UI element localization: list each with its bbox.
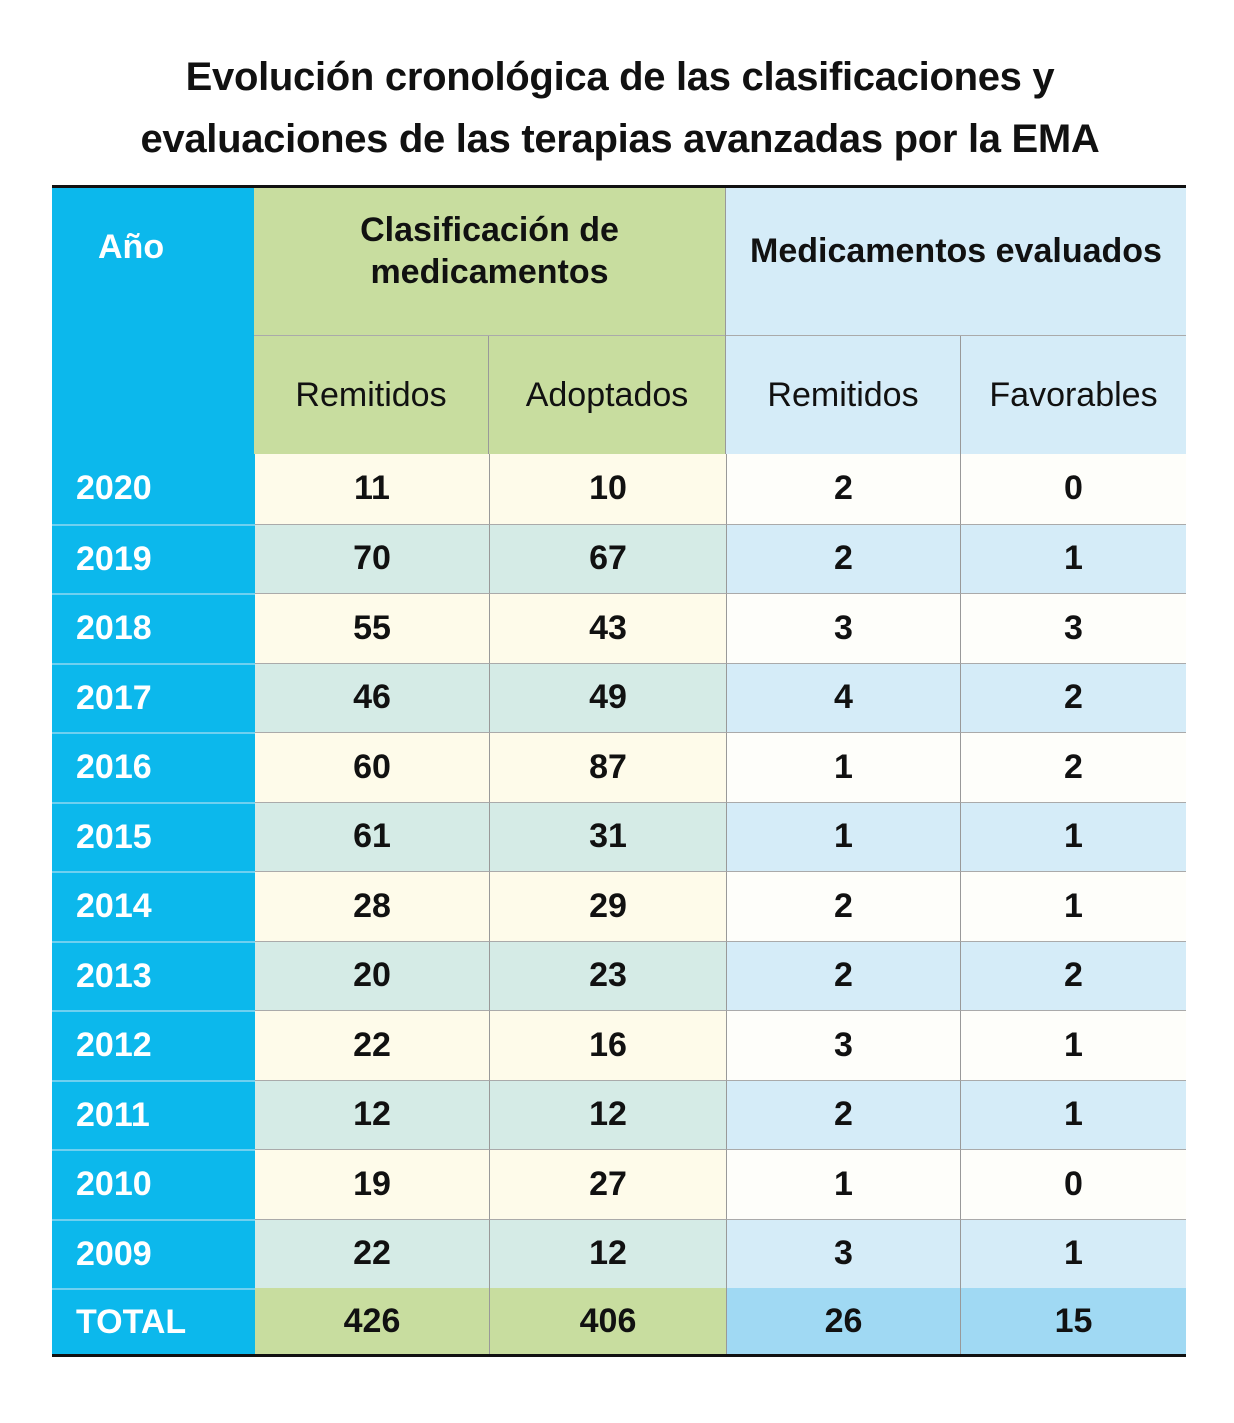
data-table: Año Clasificación de medicamentos Remiti…	[52, 185, 1186, 1357]
cell-clas-remitidos: 11	[255, 454, 489, 524]
cell-clas-adoptados: 27	[489, 1149, 726, 1219]
total-clas-remitidos: 426	[255, 1288, 489, 1354]
table-row: 2015 61 31 1 1	[52, 801, 1186, 871]
cell-clas-adoptados: 87	[489, 732, 726, 802]
year-header: Año	[52, 188, 254, 454]
cell-clas-remitidos: 55	[255, 593, 489, 663]
year-cell: 2015	[52, 801, 255, 871]
clasificacion-group: Clasificación de medicamentos Remitidos …	[254, 188, 725, 454]
cell-eval-favorables: 2	[960, 940, 1186, 1010]
cell-clas-remitidos: 20	[255, 940, 489, 1010]
total-eval-favorables: 15	[960, 1288, 1186, 1354]
cell-clas-remitidos: 61	[255, 801, 489, 871]
table-row: 2010 19 27 1 0	[52, 1149, 1186, 1219]
year-cell: 2011	[52, 1079, 255, 1149]
cell-clas-adoptados: 29	[489, 871, 726, 941]
table-row: 2011 12 12 2 1	[52, 1079, 1186, 1149]
table-row: 2020 11 10 2 0	[52, 454, 1186, 524]
table-row: 2017 46 49 4 2	[52, 662, 1186, 732]
col-header-eval-remitidos: Remitidos	[767, 375, 919, 414]
cell-eval-favorables: 3	[960, 593, 1186, 663]
cell-eval-remitidos: 2	[726, 871, 960, 941]
title-line-1: Evolución cronológica de las clasificaci…	[185, 55, 1055, 99]
year-cell: 2009	[52, 1218, 255, 1288]
year-cell: 2020	[52, 454, 255, 524]
cell-clas-adoptados: 23	[489, 940, 726, 1010]
cell-clas-adoptados: 43	[489, 593, 726, 663]
chart-title: Evolución cronológica de las clasificaci…	[0, 46, 1234, 170]
cell-eval-remitidos: 3	[726, 1218, 960, 1288]
cell-clas-remitidos: 22	[255, 1218, 489, 1288]
year-cell: 2019	[52, 523, 255, 593]
year-cell: 2013	[52, 940, 255, 1010]
cell-clas-adoptados: 31	[489, 801, 726, 871]
cell-eval-remitidos: 1	[726, 801, 960, 871]
cell-clas-adoptados: 16	[489, 1010, 726, 1080]
total-row: TOTAL 426 406 26 15	[52, 1288, 1186, 1354]
cell-eval-remitidos: 2	[726, 940, 960, 1010]
cell-clas-adoptados: 12	[489, 1218, 726, 1288]
evaluados-group-header: Medicamentos evaluados	[750, 231, 1162, 270]
cell-eval-remitidos: 3	[726, 1010, 960, 1080]
total-label: TOTAL	[52, 1288, 255, 1354]
col-header-clas-remitidos: Remitidos	[295, 375, 447, 414]
table-body: 2020 11 10 2 0 2019 70 67 2 1 2018 55 43 3 3 2017 46 49 4 2…	[52, 454, 1186, 1288]
cell-eval-remitidos: 3	[726, 593, 960, 663]
cell-eval-remitidos: 2	[726, 454, 960, 524]
cell-clas-remitidos: 22	[255, 1010, 489, 1080]
table-row: 2019 70 67 2 1	[52, 523, 1186, 593]
table-row: 2014 28 29 2 1	[52, 871, 1186, 941]
col-header-eval-favorables: Favorables	[960, 336, 1186, 454]
cell-eval-favorables: 1	[960, 1218, 1186, 1288]
cell-eval-favorables: 2	[960, 732, 1186, 802]
cell-clas-remitidos: 28	[255, 871, 489, 941]
evaluados-group: Medicamentos evaluados Remitidos Favorab…	[725, 188, 1186, 454]
year-cell: 2010	[52, 1149, 255, 1219]
table-header: Año Clasificación de medicamentos Remiti…	[52, 188, 1186, 454]
col-header-clas-adoptados: Adoptados	[488, 336, 725, 454]
cell-clas-adoptados: 49	[489, 662, 726, 732]
cell-clas-adoptados: 12	[489, 1079, 726, 1149]
clasificacion-group-header: Clasificación de medicamentos	[360, 210, 619, 291]
cell-eval-remitidos: 2	[726, 523, 960, 593]
cell-eval-remitidos: 2	[726, 1079, 960, 1149]
cell-clas-remitidos: 12	[255, 1079, 489, 1149]
cell-eval-favorables: 0	[960, 1149, 1186, 1219]
total-eval-remitidos: 26	[726, 1288, 960, 1354]
cell-eval-remitidos: 1	[726, 1149, 960, 1219]
year-cell: 2018	[52, 593, 255, 663]
cell-clas-adoptados: 67	[489, 523, 726, 593]
cell-eval-favorables: 1	[960, 801, 1186, 871]
year-cell: 2014	[52, 871, 255, 941]
cell-eval-favorables: 1	[960, 1010, 1186, 1080]
cell-clas-remitidos: 70	[255, 523, 489, 593]
cell-clas-remitidos: 60	[255, 732, 489, 802]
cell-eval-favorables: 0	[960, 454, 1186, 524]
title-line-2: evaluaciones de las terapias avanzadas p…	[140, 117, 1100, 161]
cell-eval-favorables: 1	[960, 523, 1186, 593]
cell-eval-favorables: 1	[960, 1079, 1186, 1149]
cell-eval-favorables: 2	[960, 662, 1186, 732]
year-cell: 2016	[52, 732, 255, 802]
total-clas-adoptados: 406	[489, 1288, 726, 1354]
table-row: 2013 20 23 2 2	[52, 940, 1186, 1010]
cell-clas-remitidos: 46	[255, 662, 489, 732]
cell-eval-remitidos: 1	[726, 732, 960, 802]
table-row: 2018 55 43 3 3	[52, 593, 1186, 663]
table-row: 2016 60 87 1 2	[52, 732, 1186, 802]
cell-eval-remitidos: 4	[726, 662, 960, 732]
cell-clas-remitidos: 19	[255, 1149, 489, 1219]
table-row: 2009 22 12 3 1	[52, 1218, 1186, 1288]
cell-clas-adoptados: 10	[489, 454, 726, 524]
year-cell: 2012	[52, 1010, 255, 1080]
year-cell: 2017	[52, 662, 255, 732]
table-row: 2012 22 16 3 1	[52, 1010, 1186, 1080]
cell-eval-favorables: 1	[960, 871, 1186, 941]
